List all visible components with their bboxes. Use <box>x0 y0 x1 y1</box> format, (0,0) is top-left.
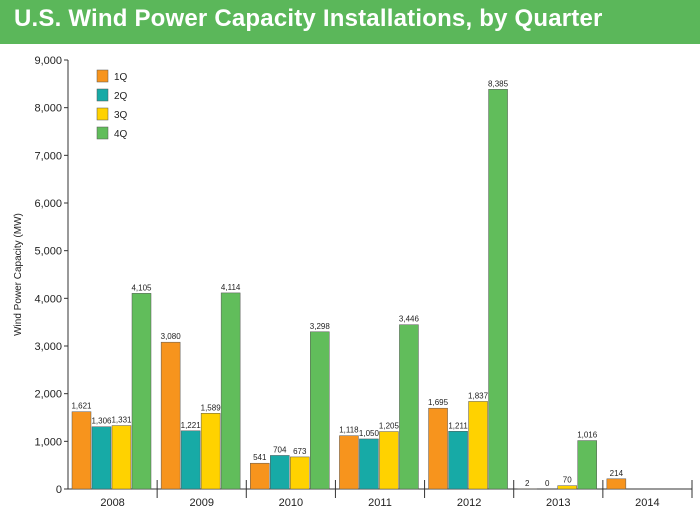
bar <box>448 431 468 490</box>
data-label: 704 <box>273 445 287 454</box>
data-label: 1,331 <box>111 416 132 425</box>
legend-label: 3Q <box>114 110 128 121</box>
bar <box>379 431 399 490</box>
x-tick-label: 2014 <box>635 497 659 509</box>
bar <box>468 401 488 490</box>
bar <box>270 455 290 490</box>
bar <box>180 430 201 490</box>
legend-swatch <box>96 88 109 102</box>
bar <box>71 411 92 490</box>
bar <box>220 292 241 490</box>
bar <box>111 425 132 490</box>
title-banner: U.S. Wind Power Capacity Installations, … <box>0 0 700 44</box>
legend-label: 4Q <box>114 129 128 140</box>
x-tick-label: 2011 <box>368 497 392 509</box>
data-label: 4,114 <box>221 283 241 292</box>
bar <box>310 331 330 490</box>
bar <box>577 440 597 490</box>
legend-swatch <box>96 126 109 140</box>
bar <box>250 462 270 490</box>
chart-title: U.S. Wind Power Capacity Installations, … <box>14 5 603 32</box>
x-tick-label: 2010 <box>279 497 303 509</box>
data-label: 3,298 <box>310 322 331 331</box>
bar <box>488 89 508 490</box>
bar <box>160 341 181 490</box>
data-label: 70 <box>563 476 572 485</box>
data-label: 1,221 <box>181 421 202 430</box>
y-axis-title: Wind Power Capacity (MW) <box>13 213 24 336</box>
x-tick-label: 2008 <box>100 497 124 509</box>
bar <box>399 324 419 490</box>
x-tick-label: 2013 <box>546 497 570 509</box>
data-label: 1,118 <box>339 426 359 435</box>
data-label: 1,589 <box>201 403 222 412</box>
data-label: 1,016 <box>577 431 598 440</box>
data-label: 3,080 <box>161 332 182 341</box>
data-label: 1,621 <box>71 402 92 411</box>
bar <box>131 293 152 490</box>
data-label: 0 <box>545 479 550 488</box>
data-label: 1,050 <box>359 429 380 438</box>
data-label: 214 <box>610 469 624 478</box>
y-tick-label: 7,000 <box>34 150 62 162</box>
bar <box>339 435 359 490</box>
data-label: 1,211 <box>448 421 468 430</box>
legend-label: 2Q <box>114 91 128 102</box>
x-tick-label: 2012 <box>457 497 481 509</box>
data-label: 3,446 <box>399 315 420 324</box>
legend-swatch <box>96 69 109 83</box>
bar <box>91 426 112 490</box>
bar <box>557 485 577 490</box>
legend-label: 1Q <box>114 72 128 83</box>
y-tick-label: 4,000 <box>34 293 62 305</box>
bar-chart: 0 1,000 2,000 3,000 4,000 5,000 6,000 7,000 8,00… <box>13 55 693 509</box>
data-label: 1,205 <box>379 422 400 431</box>
y-tick-label: 2,000 <box>34 389 62 401</box>
data-label: 4,105 <box>131 283 152 292</box>
x-tick-label: 2009 <box>189 497 213 509</box>
y-tick-label: 5,000 <box>34 246 62 258</box>
data-label: 1,695 <box>428 398 449 407</box>
data-label: 8,385 <box>488 79 509 88</box>
legend-swatch <box>96 107 109 121</box>
y-tick-label: 6,000 <box>34 198 62 210</box>
data-label: 2 <box>525 479 530 488</box>
data-label: 541 <box>253 453 267 462</box>
bar <box>290 456 310 490</box>
y-tick-label: 1,000 <box>34 436 62 448</box>
bar <box>428 407 448 490</box>
y-tick-label: 3,000 <box>34 341 62 353</box>
bar <box>359 438 379 490</box>
y-tick-label: 8,000 <box>34 103 62 115</box>
data-label: 1,306 <box>91 417 112 426</box>
y-tick-label: 9,000 <box>34 55 62 67</box>
data-label: 1,837 <box>468 391 489 400</box>
data-label: 673 <box>293 447 307 456</box>
bar <box>200 413 221 490</box>
y-tick-label: 0 <box>56 484 62 496</box>
bar <box>606 478 627 490</box>
